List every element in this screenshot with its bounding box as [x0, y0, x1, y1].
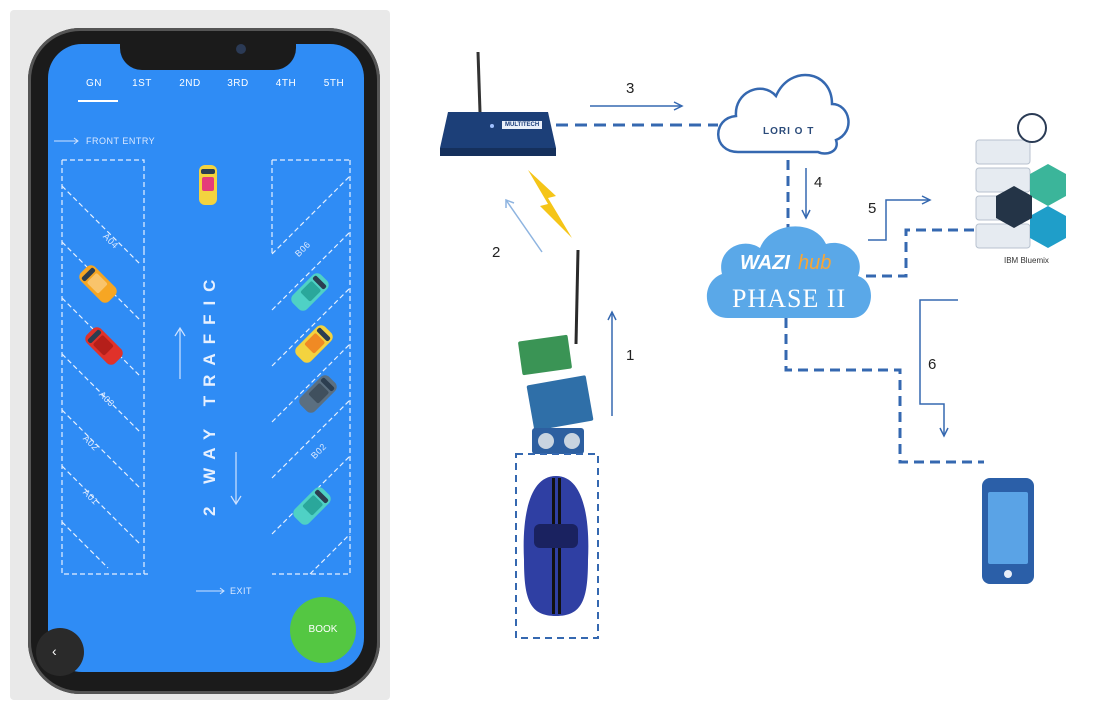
link-hub-server: [866, 228, 976, 278]
arrow-step-6: [919, 299, 958, 438]
gateway-brand-label: MULTITECH: [502, 121, 543, 129]
active-tab-indicator: [78, 100, 118, 102]
front-entry-label: FRONT ENTRY: [86, 136, 156, 146]
entry-arrow-icon: [54, 137, 79, 145]
link-hub-phone: [784, 318, 984, 464]
two-way-traffic-label: 2 WAY TRAFFIC: [200, 270, 219, 516]
tab-gn[interactable]: GN: [86, 78, 102, 89]
arrow-step-4: [801, 168, 811, 220]
car-icon-gray: [299, 375, 337, 413]
step-label-4: 4: [814, 174, 823, 191]
car-icon-teal-1: [291, 273, 329, 311]
car-icon-yellow: [295, 325, 333, 363]
parking-layout: [54, 137, 351, 595]
tab-2nd[interactable]: 2ND: [179, 78, 201, 89]
wireless-signal-icon: [528, 170, 572, 238]
gateway-router-icon: [440, 51, 556, 156]
arrow-step-2: [505, 198, 543, 253]
up-arrow-icon: [174, 326, 186, 379]
book-button[interactable]: BOOK: [290, 597, 356, 663]
tab-5th[interactable]: 5TH: [323, 78, 345, 89]
down-arrow-icon: [230, 452, 242, 506]
server-icon: [975, 113, 1066, 249]
car-icon-teal-2: [293, 487, 331, 525]
sports-car-icon: [523, 476, 589, 616]
phase-ii-label: PHASE II: [732, 284, 847, 313]
parking-app-screen: GN 1ST 2ND 3RD 4TH 5TH: [48, 44, 364, 672]
phone-notch: [120, 36, 296, 70]
back-button[interactable]: ‹: [36, 628, 84, 676]
loriot-cloud-icon: [717, 73, 850, 155]
tab-1st[interactable]: 1ST: [132, 78, 152, 89]
left-parking-block: [61, 159, 148, 575]
step-label-5: 5: [868, 200, 877, 217]
step-label-6: 6: [928, 356, 937, 373]
ibm-bluemix-label: IBM Bluemix: [1004, 256, 1049, 265]
phone-mockup: GN 1ST 2ND 3RD 4TH 5TH: [0, 0, 400, 716]
loriot-label: LORI O T: [763, 126, 815, 137]
wazihub-logo-hub: hub: [798, 252, 832, 274]
floor-tabs: GN 1ST 2ND 3RD 4TH 5TH: [48, 78, 364, 108]
step-label-3: 3: [626, 80, 635, 97]
car-icon-orange: [79, 265, 117, 303]
exit-label: EXIT: [230, 586, 253, 596]
step-label-2: 2: [492, 244, 501, 261]
arrow-step-5: [868, 195, 932, 241]
car-bay-outline: [515, 453, 599, 639]
tab-3rd[interactable]: 3RD: [227, 78, 249, 89]
arrow-step-3: [590, 101, 684, 111]
arrow-step-1: [607, 310, 617, 416]
smartphone-icon: [982, 478, 1034, 584]
step-label-1: 1: [626, 347, 635, 364]
wazihub-logo-wazi: WAZI: [740, 252, 790, 274]
car-icon-red: [85, 327, 123, 365]
exit-arrow-icon: [196, 587, 225, 595]
sensor-node-icon: [518, 249, 594, 454]
right-parking-block: [271, 159, 351, 575]
tab-4th[interactable]: 4TH: [275, 78, 297, 89]
camera-icon: [236, 44, 246, 54]
car-icon-top: [199, 165, 217, 205]
